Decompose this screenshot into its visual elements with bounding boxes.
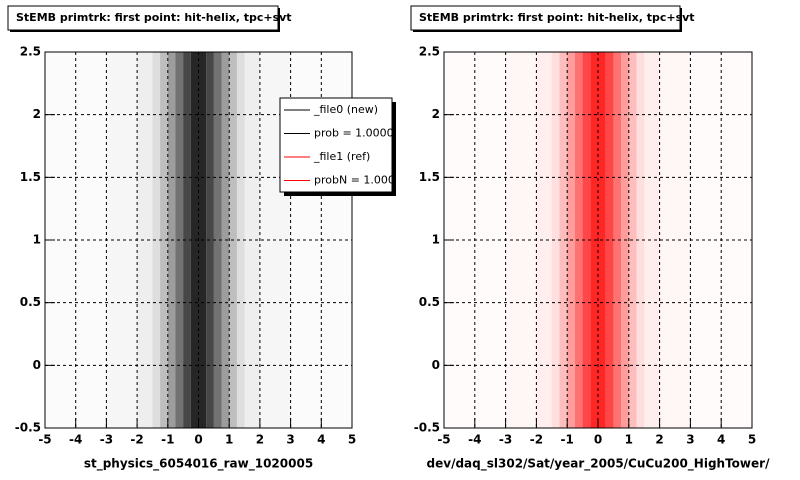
x-tick-label: 3	[286, 433, 294, 447]
density-bin	[206, 52, 214, 428]
density-bin	[551, 52, 560, 428]
x-tick-label: 1	[225, 433, 233, 447]
y-tick-label: 2.5	[20, 45, 41, 59]
x-tick-label: -1	[561, 433, 574, 447]
x-tick-label: 2	[256, 433, 264, 447]
legend-box	[279, 97, 393, 193]
chart-title: StEMB primtrk: first point: hit-helix, t…	[16, 11, 292, 24]
density-bin	[605, 52, 614, 428]
x-tick-label: 4	[317, 433, 325, 447]
y-tick-label: 1	[432, 233, 440, 247]
density-bin	[244, 52, 253, 428]
x-tick-label: 0	[194, 433, 202, 447]
plot-frame	[443, 51, 753, 429]
density-bin	[236, 52, 245, 428]
plot-frame	[44, 51, 353, 429]
x-tick-label: -4	[468, 433, 481, 447]
density-bin	[137, 52, 145, 428]
density-bin	[213, 52, 222, 428]
x-tick-label: 5	[348, 433, 356, 447]
density-bin	[160, 52, 168, 428]
x-tick-label: -3	[499, 433, 512, 447]
y-tick-label: 0.5	[20, 295, 41, 309]
x-tick-label: -5	[38, 433, 51, 447]
legend-label: _file0 (new)	[313, 103, 378, 116]
legend-label: _file1 (ref)	[313, 150, 370, 163]
x-tick-label: 3	[686, 433, 694, 447]
x-tick-label: 0	[594, 433, 602, 447]
density-bin	[613, 52, 622, 428]
x-tick-label: 1	[625, 433, 633, 447]
x-axis-label: dev/daq_sl302/Sat/year_2005/CuCu200_High…	[427, 457, 771, 472]
x-tick-label: 5	[748, 433, 756, 447]
chart-title: StEMB primtrk: first point: hit-helix, t…	[419, 11, 695, 24]
density-bin	[636, 52, 645, 428]
density-bin	[190, 52, 199, 428]
y-tick-label: 2	[432, 107, 440, 121]
x-tick-label: 4	[717, 433, 725, 447]
x-tick-label: -2	[130, 433, 143, 447]
y-tick-label: 2	[33, 107, 41, 121]
title-box	[7, 5, 279, 31]
x-tick-label: -2	[530, 433, 543, 447]
density-bin	[152, 52, 161, 428]
y-tick-label: 1.5	[419, 170, 440, 184]
y-tick-label: 0	[432, 358, 440, 372]
x-tick-label: -4	[69, 433, 82, 447]
legend-label: prob = 1.000000	[314, 127, 408, 140]
x-tick-label: -5	[437, 433, 450, 447]
y-tick-label: 0	[33, 358, 41, 372]
density-bin	[582, 52, 591, 428]
y-tick-label: 2.5	[419, 45, 440, 59]
density-bin	[559, 52, 568, 428]
title-box	[410, 5, 681, 31]
x-tick-label: -1	[161, 433, 174, 447]
y-tick-label: -0.5	[414, 421, 440, 435]
legend: _file0 (new) prob = 1.000000 _file1 (ref) p…	[284, 103, 416, 187]
y-tick-label: -0.5	[15, 421, 41, 435]
y-tick-label: 1	[33, 233, 41, 247]
x-tick-label: -3	[100, 433, 113, 447]
x-axis-label: st_physics_6054016_raw_1020005	[84, 457, 313, 472]
density-bin	[183, 52, 191, 428]
x-tick-label: 2	[655, 433, 663, 447]
y-tick-label: 1.5	[20, 170, 41, 184]
y-tick-label: 0.5	[419, 295, 440, 309]
legend-label: probN = 1.000000	[314, 174, 416, 187]
